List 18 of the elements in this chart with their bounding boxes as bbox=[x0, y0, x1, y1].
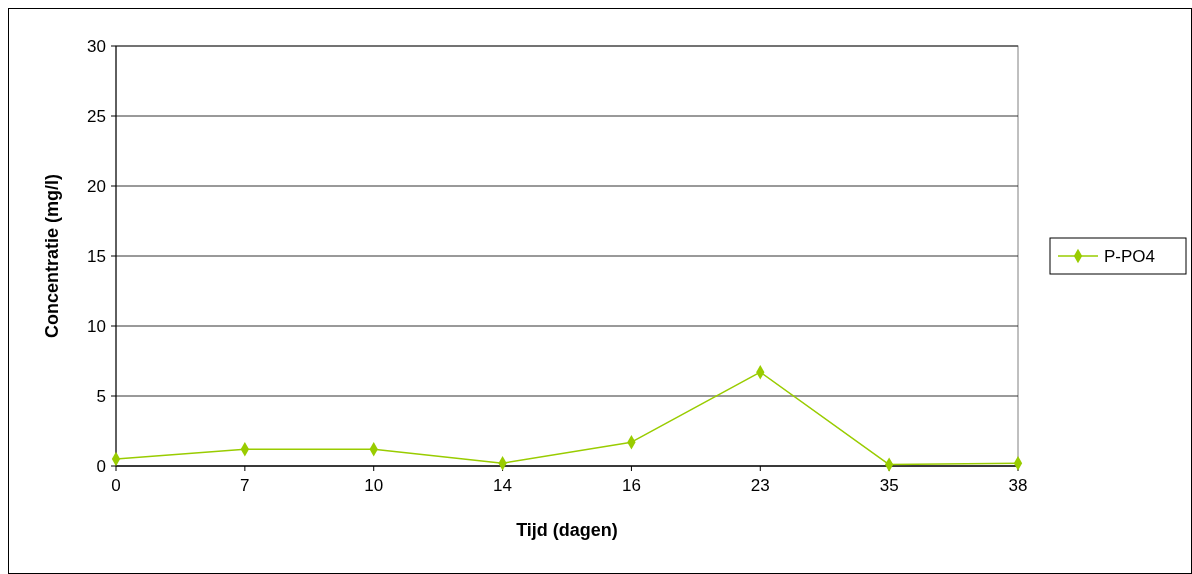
y-tick-label: 25 bbox=[87, 106, 106, 126]
y-tick-label: 20 bbox=[87, 176, 106, 196]
y-tick-label: 5 bbox=[96, 386, 106, 406]
x-tick-label: 14 bbox=[493, 476, 513, 495]
y-tick-label: 10 bbox=[87, 316, 106, 336]
x-tick-label: 10 bbox=[364, 476, 384, 495]
x-tick-label: 35 bbox=[879, 476, 899, 495]
legend-label: P-PO4 bbox=[1104, 246, 1156, 266]
y-tick-label: 15 bbox=[87, 246, 106, 266]
y-tick-label: 0 bbox=[96, 456, 106, 476]
x-tick-label: 16 bbox=[621, 476, 641, 495]
y-axis-title: Concentratie (mg/l) bbox=[42, 173, 62, 339]
x-tick-label: 23 bbox=[750, 476, 770, 495]
x-tick-label: 38 bbox=[1008, 476, 1028, 495]
x-axis-title: Tijd (dagen) bbox=[516, 520, 618, 540]
x-tick-label: 7 bbox=[240, 476, 250, 495]
x-tick-label: 0 bbox=[111, 476, 121, 495]
y-tick-label: 30 bbox=[87, 36, 106, 56]
